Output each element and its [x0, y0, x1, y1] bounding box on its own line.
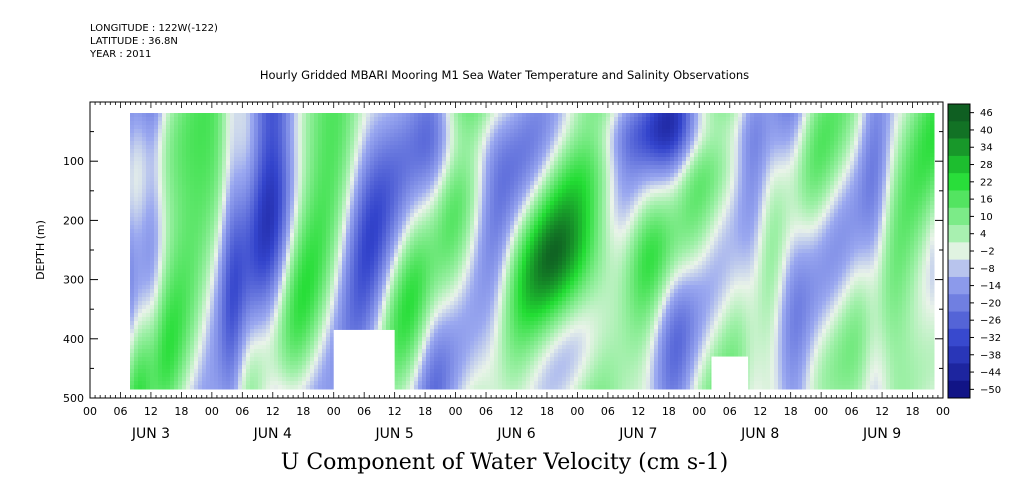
- x-tick-label: 18: [174, 405, 188, 418]
- colorbar-label: −44: [980, 368, 1001, 379]
- colorbar-swatch: [948, 190, 970, 209]
- chart-title: Hourly Gridded MBARI Mooring M1 Sea Wate…: [259, 68, 750, 82]
- y-tick-label: 200: [63, 214, 84, 227]
- colorbar-label: 10: [980, 212, 993, 223]
- x-tick-label: 12: [631, 405, 645, 418]
- metadata-block: LONGITUDE : 122W(-122) LATITUDE : 36.8N …: [90, 22, 218, 61]
- y-tick-label: 100: [63, 155, 84, 168]
- x-day-label: JUN 9: [862, 426, 901, 442]
- x-tick-label: 12: [753, 405, 767, 418]
- y-tick-label: 300: [63, 274, 84, 287]
- colorbar-swatch: [948, 276, 970, 295]
- colorbar-swatch: [948, 380, 970, 399]
- colorbar-label: −32: [980, 333, 1001, 344]
- colorbar-label: 16: [980, 195, 993, 206]
- colorbar-swatch: [948, 242, 970, 260]
- y-tick-label: 400: [63, 333, 84, 346]
- x-tick-label: 12: [266, 405, 280, 418]
- x-day-label: JUN 7: [618, 426, 657, 442]
- colorbar-label: 46: [980, 108, 993, 119]
- x-tick-label: 00: [449, 405, 463, 418]
- colorbar-swatch: [948, 207, 970, 226]
- colorbar-label: 34: [980, 143, 993, 154]
- colorbar-swatch: [948, 173, 970, 191]
- colorbar-label: −2: [980, 247, 995, 258]
- x-tick-label: 00: [205, 405, 219, 418]
- colorbar-swatch: [948, 363, 970, 382]
- colorbar-label: −20: [980, 298, 1001, 309]
- x-tick-label: 06: [113, 405, 127, 418]
- x-day-label: JUN 8: [740, 426, 779, 442]
- year-label: YEAR : 2011: [90, 49, 152, 60]
- colorbar-swatch: [948, 311, 970, 330]
- x-tick-label: 00: [814, 405, 828, 418]
- colorbar-label: −14: [980, 281, 1001, 292]
- colorbar-swatch: [948, 259, 970, 278]
- x-tick-label: 18: [418, 405, 432, 418]
- x-tick-label: 18: [662, 405, 676, 418]
- colorbar-swatch: [948, 328, 970, 347]
- x-tick-label: 00: [936, 405, 950, 418]
- colorbar-label: −26: [980, 316, 1001, 327]
- colorbar-swatch: [948, 346, 970, 364]
- x-tick-label: 12: [875, 405, 889, 418]
- y-axis-label: DEPTH (m): [34, 220, 47, 280]
- x-tick-label: 06: [723, 405, 737, 418]
- latitude-label: LATITUDE : 36.8N: [90, 36, 178, 47]
- colorbar-label: 4: [980, 229, 986, 240]
- x-tick-label: 00: [327, 405, 341, 418]
- x-tick-label: 00: [692, 405, 706, 418]
- x-tick-label: 18: [540, 405, 554, 418]
- x-tick-label: 18: [296, 405, 310, 418]
- x-tick-label: 00: [83, 405, 97, 418]
- x-tick-label: 12: [510, 405, 524, 418]
- missing-data-region: [711, 356, 749, 393]
- colorbar-label: −50: [980, 385, 1001, 396]
- x-tick-label: 18: [784, 405, 798, 418]
- y-tick-label: 500: [63, 392, 84, 405]
- missing-data-region: [333, 329, 395, 393]
- x-day-label: JUN 5: [375, 426, 414, 442]
- colorbar-swatch: [948, 225, 970, 243]
- colorbar-label: 22: [980, 177, 993, 188]
- colorbar-swatch: [948, 104, 970, 122]
- x-tick-label: 06: [601, 405, 615, 418]
- colorbar-label: −38: [980, 350, 1001, 361]
- x-day-label: JUN 3: [131, 426, 170, 442]
- x-tick-label: 06: [357, 405, 371, 418]
- x-tick-label: 12: [144, 405, 158, 418]
- colorbar-label: 40: [980, 125, 993, 136]
- x-minor-ticks: [89, 102, 944, 398]
- colorbar-swatch: [948, 155, 970, 174]
- colorbar-label: −8: [980, 264, 995, 275]
- x-tick-label: 06: [845, 405, 859, 418]
- x-day-label: JUN 4: [253, 426, 292, 442]
- x-tick-label: 00: [570, 405, 584, 418]
- x-tick-label: 06: [479, 405, 493, 418]
- x-day-label: JUN 6: [496, 426, 535, 442]
- x-tick-label: 06: [235, 405, 249, 418]
- heatmap-cells: [130, 113, 935, 393]
- x-tick-label: 18: [906, 405, 920, 418]
- colorbar-label: 28: [980, 160, 993, 171]
- colorbar-swatch: [948, 121, 970, 139]
- colorbar-swatch: [948, 294, 970, 312]
- chart-subtitle: U Component of Water Velocity (cm s-1): [280, 450, 729, 475]
- colorbar-swatch: [948, 138, 970, 157]
- longitude-label: LONGITUDE : 122W(-122): [90, 23, 218, 34]
- x-tick-label: 12: [388, 405, 402, 418]
